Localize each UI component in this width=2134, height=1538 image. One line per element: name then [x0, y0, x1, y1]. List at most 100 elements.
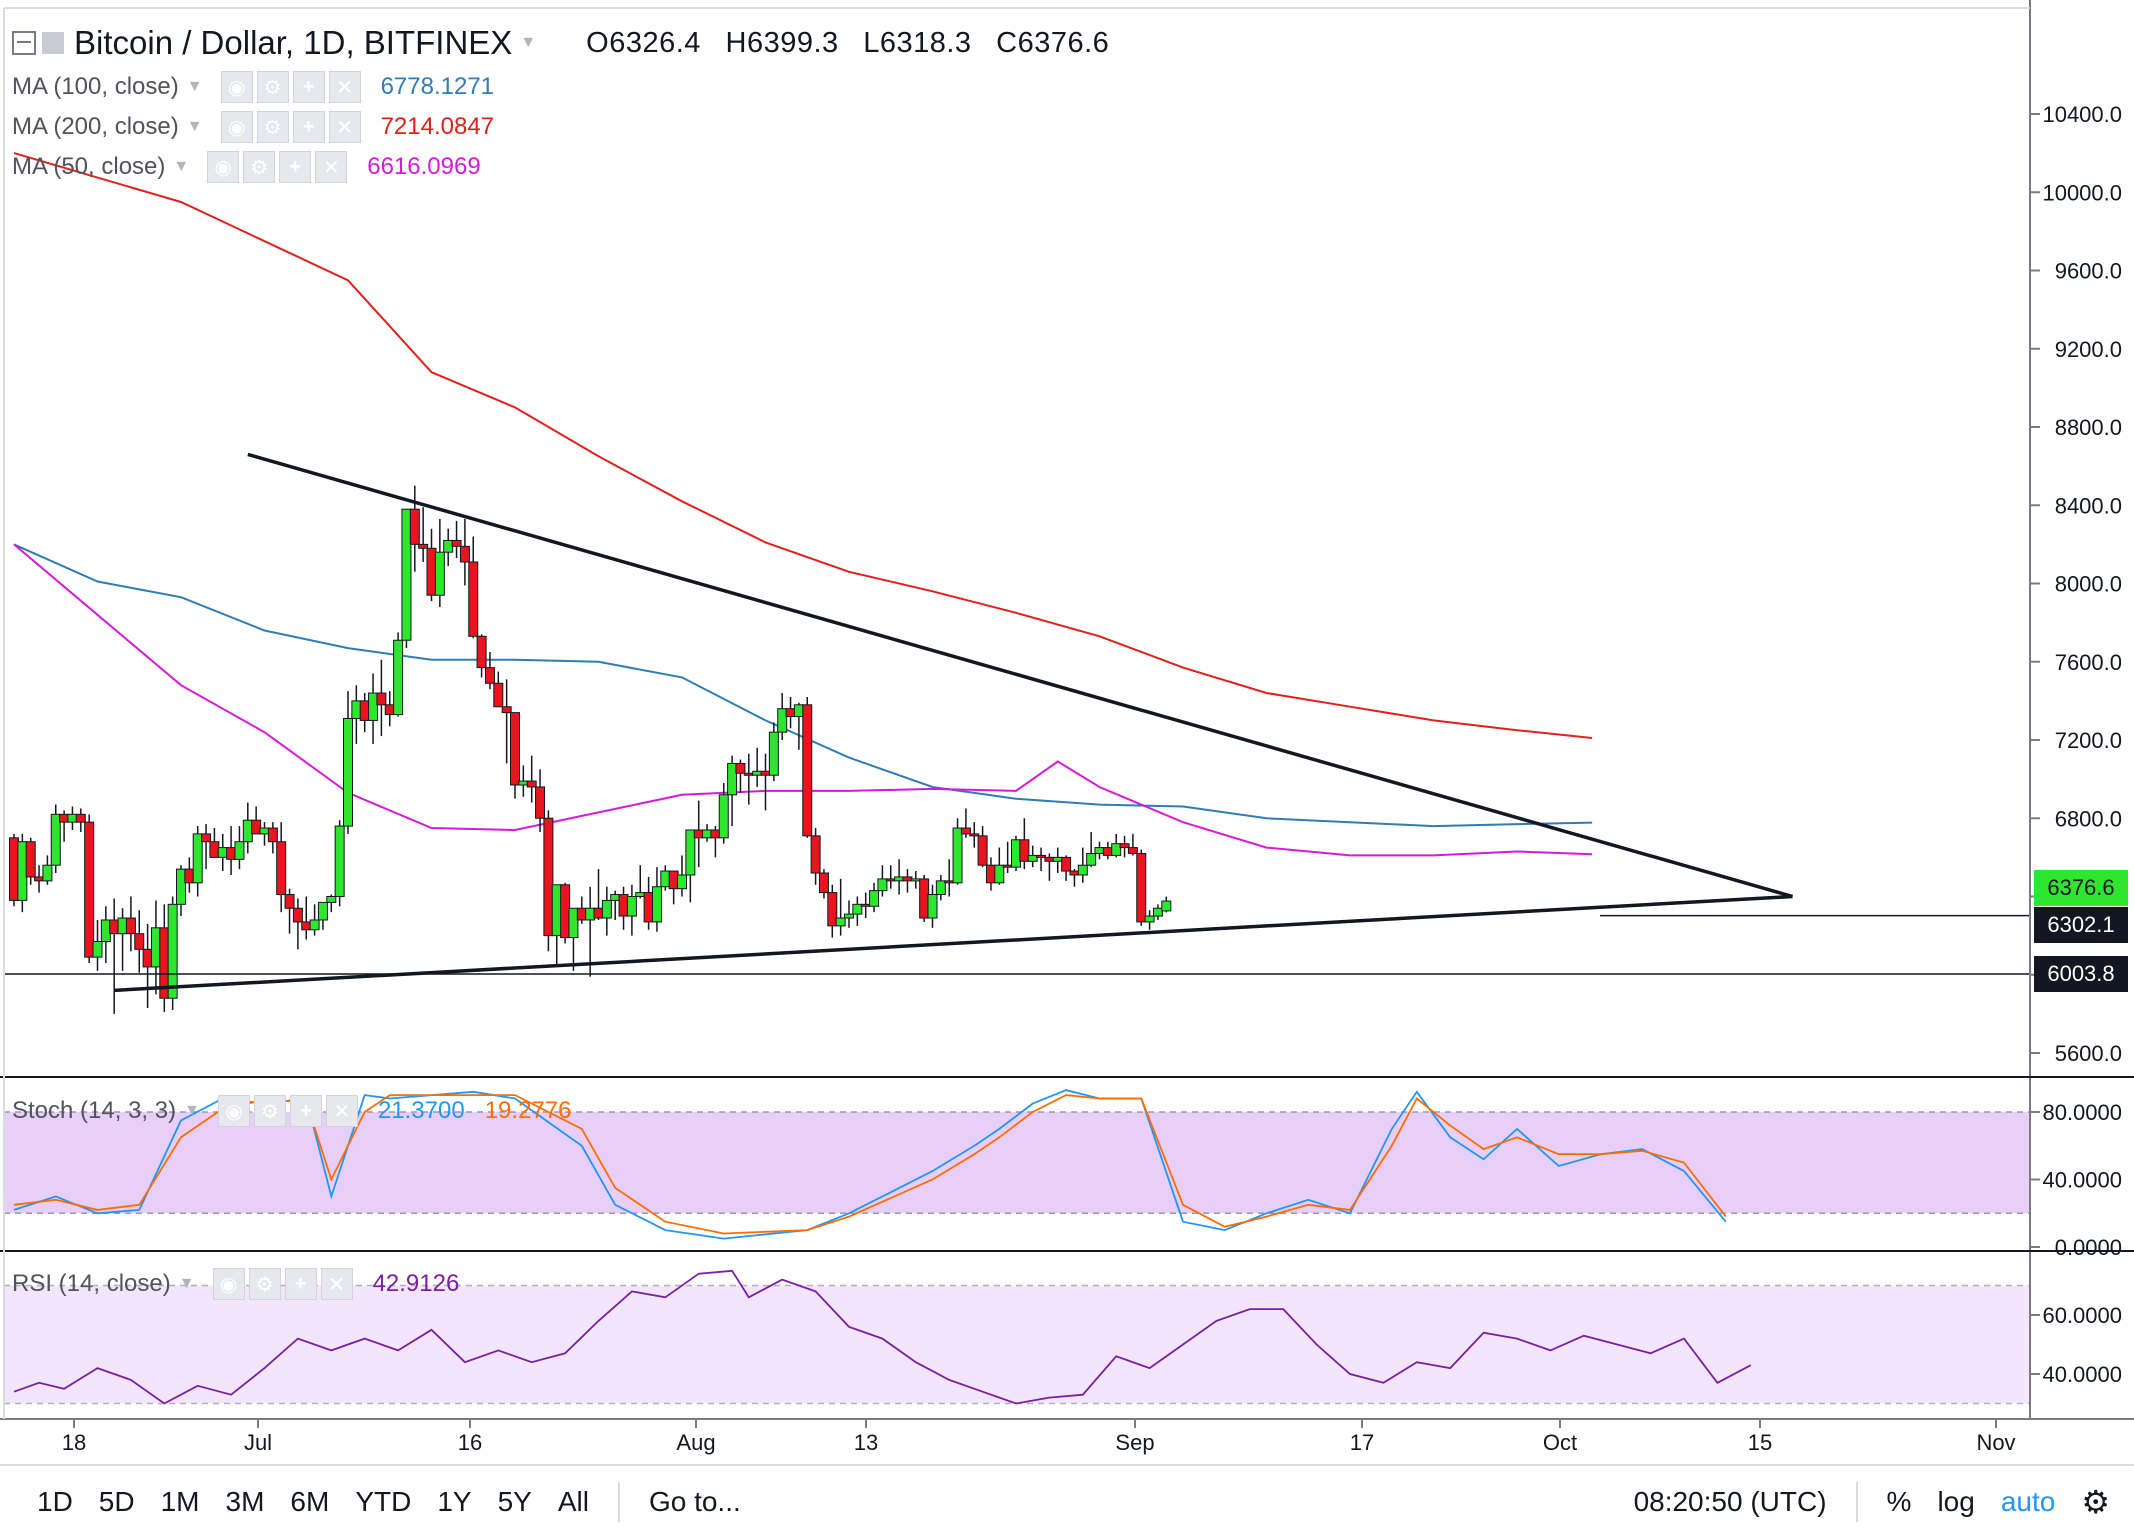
- ma100-label[interactable]: MA (100, close): [12, 73, 179, 100]
- candle-body: [493, 682, 504, 708]
- open-value: 6326.4: [609, 26, 701, 59]
- candle-down: [526, 755, 537, 803]
- range-5y-button[interactable]: 5Y: [497, 1486, 532, 1517]
- ma50-label[interactable]: MA (50, close): [12, 153, 166, 180]
- gear-icon[interactable]: ⚙: [253, 1095, 286, 1127]
- x-tick-label: 16: [458, 1430, 482, 1455]
- range-ytd-button[interactable]: YTD: [355, 1486, 412, 1517]
- plus-icon[interactable]: +: [292, 71, 325, 103]
- candle-body: [125, 917, 136, 935]
- candle-body: [693, 829, 704, 839]
- candle-body: [944, 880, 955, 884]
- candle-up: [677, 855, 687, 897]
- range-1d-button[interactable]: 1D: [37, 1486, 73, 1517]
- eye-icon[interactable]: ◉: [220, 111, 253, 143]
- candle-body: [860, 903, 871, 907]
- eye-icon[interactable]: ◉: [217, 1095, 250, 1127]
- gear-icon[interactable]: ⚙: [243, 151, 276, 183]
- clock-time: 08:20:50 (UTC): [1633, 1486, 1827, 1517]
- symbol-title[interactable]: Bitcoin / Dollar, 1D, BITFINEX: [74, 24, 513, 61]
- plus-icon[interactable]: +: [292, 111, 325, 143]
- plus-icon[interactable]: +: [284, 1268, 317, 1300]
- eye-icon[interactable]: ◉: [220, 71, 253, 103]
- chevron-down-icon[interactable]: ▼: [186, 118, 203, 135]
- candle-body: [768, 731, 779, 776]
- candle-up: [994, 847, 1005, 885]
- eye-icon[interactable]: ◉: [207, 151, 240, 183]
- range-3m-button[interactable]: 3M: [225, 1486, 265, 1517]
- gear-icon[interactable]: ⚙: [2081, 1484, 2110, 1520]
- candle-body: [443, 539, 454, 553]
- candle-body: [1144, 915, 1155, 923]
- main-legend: Bitcoin / Dollar, 1D, BITFINEX ▼ O6326.4…: [12, 24, 1109, 62]
- gear-icon[interactable]: ⚙: [248, 1268, 281, 1300]
- candle-body: [384, 704, 395, 716]
- candle-down: [134, 910, 145, 973]
- gear-icon[interactable]: ⚙: [256, 111, 289, 143]
- gear-icon[interactable]: ⚙: [256, 71, 289, 103]
- candle-down: [251, 806, 262, 835]
- ohlc-values: O6326.4 H6399.3 L6318.3 C6376.6: [570, 27, 1109, 60]
- chevron-down-icon[interactable]: ▼: [186, 78, 203, 95]
- chevron-down-icon[interactable]: ▼: [520, 34, 537, 51]
- percent-toggle[interactable]: %: [1886, 1486, 1912, 1517]
- ma50-legend: MA (50, close) ▼ ◉ ⚙ + ✕ 6616.0969: [12, 151, 481, 183]
- range-6m-button[interactable]: 6M: [290, 1486, 330, 1517]
- candle-body: [92, 940, 103, 958]
- candle-up: [601, 886, 612, 936]
- collapse-icon[interactable]: [12, 31, 36, 55]
- range-1y-button[interactable]: 1Y: [437, 1486, 472, 1517]
- plus-icon[interactable]: +: [279, 151, 312, 183]
- candle-down: [125, 896, 136, 952]
- candle-down: [1061, 855, 1072, 881]
- candle-down: [802, 696, 813, 838]
- candle-body: [1094, 847, 1105, 854]
- stoch-controls: ◉ ⚙ + ✕: [217, 1095, 358, 1127]
- close-icon[interactable]: ✕: [325, 1095, 358, 1127]
- candle-body: [409, 508, 420, 545]
- chart-canvas[interactable]: 10400.0 10000.0 9600.0 9200.0 8800.0 8400.0 80…: [0, 0, 2134, 1464]
- candle-body: [100, 919, 111, 942]
- candle-body: [960, 827, 971, 835]
- y-tick-label: 8800.0: [2055, 415, 2122, 440]
- chevron-down-icon[interactable]: ▼: [178, 1275, 195, 1292]
- candle-down: [284, 888, 295, 934]
- eye-icon[interactable]: ◉: [212, 1268, 245, 1300]
- range-all-button[interactable]: All: [557, 1486, 589, 1517]
- candle-body: [217, 847, 228, 858]
- x-tick-label: 15: [1748, 1430, 1772, 1455]
- candle-body: [9, 837, 19, 901]
- ma200-label[interactable]: MA (200, close): [12, 113, 179, 140]
- candle-body: [351, 700, 362, 719]
- log-toggle[interactable]: log: [1937, 1486, 1975, 1517]
- candle-body: [376, 692, 387, 706]
- moving-average-line: [13, 152, 1593, 739]
- goto-button[interactable]: Go to...: [648, 1486, 741, 1517]
- candle-body: [543, 817, 554, 937]
- close-icon[interactable]: ✕: [328, 71, 361, 103]
- candle-body: [685, 829, 696, 876]
- candle-body: [1127, 847, 1138, 854]
- close-icon[interactable]: ✕: [320, 1268, 353, 1300]
- auto-toggle[interactable]: auto: [2000, 1486, 2056, 1517]
- candle-down: [493, 671, 504, 708]
- candle-body: [568, 907, 579, 939]
- rsi-label[interactable]: RSI (14, close): [12, 1270, 171, 1297]
- chevron-down-icon[interactable]: ▼: [173, 158, 190, 175]
- stoch-d-value: 19.2776: [484, 1097, 572, 1124]
- candle-up: [927, 884, 938, 928]
- range-5d-button[interactable]: 5D: [98, 1486, 135, 1517]
- stoch-label[interactable]: Stoch (14, 3, 3): [12, 1097, 177, 1124]
- plus-icon[interactable]: +: [289, 1095, 322, 1127]
- rsi-band: [4, 1285, 2030, 1404]
- candle-body: [267, 827, 278, 843]
- candle-body: [468, 561, 479, 637]
- candle-body: [952, 827, 963, 884]
- candle-body: [259, 827, 270, 835]
- close-icon[interactable]: ✕: [315, 151, 348, 183]
- range-1m-button[interactable]: 1M: [160, 1486, 200, 1517]
- close-icon[interactable]: ✕: [328, 111, 361, 143]
- chevron-down-icon[interactable]: ▼: [184, 1102, 200, 1119]
- rsi-controls: ◉ ⚙ + ✕: [212, 1268, 353, 1300]
- candle-down: [1127, 833, 1138, 856]
